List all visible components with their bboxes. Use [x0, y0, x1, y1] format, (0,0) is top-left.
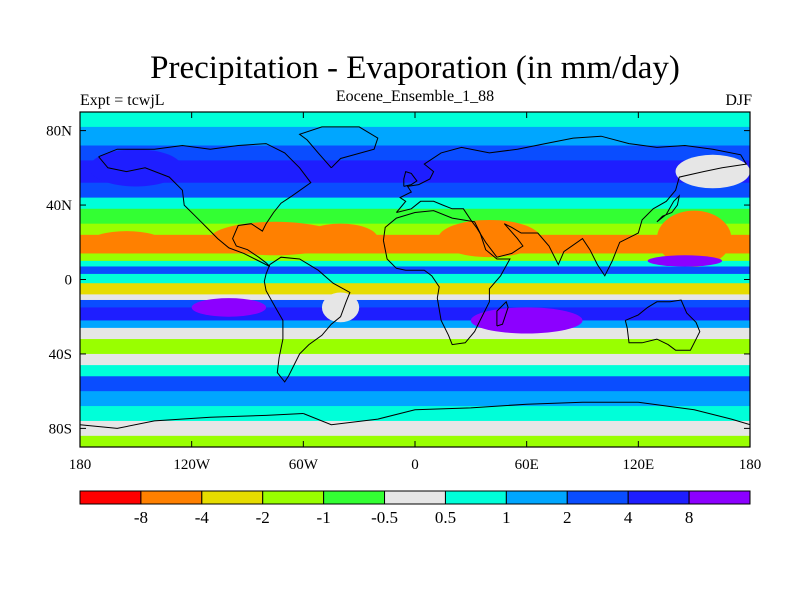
zonal-band: [80, 365, 750, 377]
y-tick-label: 80N: [46, 124, 72, 140]
field-patch: [470, 307, 583, 334]
x-tick-label: 180: [69, 457, 92, 470]
field-patch: [321, 292, 360, 323]
zonal-band: [80, 126, 750, 147]
colorbar-label: -4: [195, 508, 210, 527]
chart-title: Precipitation - Evaporation (in mm/day): [150, 50, 680, 86]
colorbar-label: -2: [256, 508, 270, 527]
coastline: [80, 413, 304, 429]
zonal-band: [80, 112, 750, 128]
ensemble-label: Eocene_Ensemble_1_88: [335, 88, 495, 105]
coastline: [496, 300, 509, 327]
zonal-band: [80, 391, 750, 407]
zonal-band: [80, 406, 750, 422]
zonal-band: [80, 234, 750, 255]
colorbar-swatch: [262, 490, 325, 505]
zonal-band: [80, 307, 750, 322]
zonal-band: [80, 253, 750, 262]
zonal-band: [80, 223, 750, 236]
colorbar-swatch: [384, 490, 446, 505]
y-tick-label: 0: [65, 273, 73, 289]
y-tick-label: 40N: [46, 198, 72, 214]
x-tick-label: 60W: [289, 457, 319, 470]
zonal-band: [80, 376, 750, 392]
coastline: [98, 143, 312, 267]
x-tick-label: 120E: [622, 457, 654, 470]
zonal-band: [80, 420, 750, 437]
zonal-band: [80, 320, 750, 329]
field-patch: [210, 221, 341, 256]
zonal-band: [80, 299, 750, 309]
coastline: [624, 299, 701, 351]
zonal-band: [80, 197, 750, 210]
experiment-label: Expt = tcwjL: [80, 92, 165, 109]
field-patch: [647, 255, 723, 267]
y-tick-label: 80S: [49, 421, 72, 437]
coastline: [298, 126, 379, 169]
coastline: [382, 210, 511, 346]
colorbar-swatch: [323, 490, 386, 505]
zonal-band: [80, 208, 750, 225]
colorbar-label: 8: [685, 508, 694, 527]
colorbar-label: -0.5: [371, 508, 398, 527]
zonal-band: [80, 294, 750, 301]
coastline: [396, 135, 748, 277]
field-patch: [438, 219, 541, 258]
zonal-band: [80, 273, 750, 284]
zonal-band: [80, 283, 750, 295]
zonal-band: [80, 339, 750, 355]
coastline: [656, 194, 681, 223]
colorbar-swatch: [688, 490, 751, 505]
field-patch: [675, 154, 750, 189]
colorbar-label: 4: [624, 508, 633, 527]
field-patch: [89, 149, 183, 187]
colorbar-swatch: [505, 490, 568, 505]
colorbar-swatch: [627, 490, 690, 505]
colorbar-label: -8: [134, 508, 148, 527]
colorbar-swatch: [201, 490, 264, 505]
zonal-band: [80, 182, 750, 199]
field-patch: [303, 223, 378, 254]
zonal-band: [80, 160, 750, 184]
colorbar-label: 1: [502, 508, 511, 527]
x-tick-label: 120W: [173, 457, 211, 470]
x-tick-label: 0: [411, 457, 419, 470]
coastline: [403, 170, 418, 187]
zonal-band: [80, 327, 750, 340]
colorbar-swatch: [79, 490, 142, 505]
map-plot: 180 120W 60W 0 60E 120E 180 80N 40N 0 40S 80S: [46, 111, 762, 470]
zonal-band: [80, 353, 750, 366]
field-patch: [89, 231, 164, 254]
colorbar-swatch: [444, 490, 507, 505]
colorbar-label: -1: [317, 508, 331, 527]
colorbar-label: 0.5: [435, 508, 456, 527]
field-patch: [191, 298, 267, 317]
field-patch: [656, 210, 732, 267]
season-label: DJF: [725, 92, 752, 109]
zonal-band: [80, 260, 750, 268]
colorbar-swatch: [566, 490, 629, 505]
coastline: [263, 256, 351, 383]
coastline: [303, 401, 750, 426]
colorbar-label: 2: [563, 508, 572, 527]
x-tick-label: 180: [739, 457, 762, 470]
zonal-band: [80, 145, 750, 161]
x-tick-label: 60E: [515, 457, 539, 470]
colorbar-swatch: [140, 490, 203, 505]
y-tick-label: 40S: [49, 347, 72, 363]
